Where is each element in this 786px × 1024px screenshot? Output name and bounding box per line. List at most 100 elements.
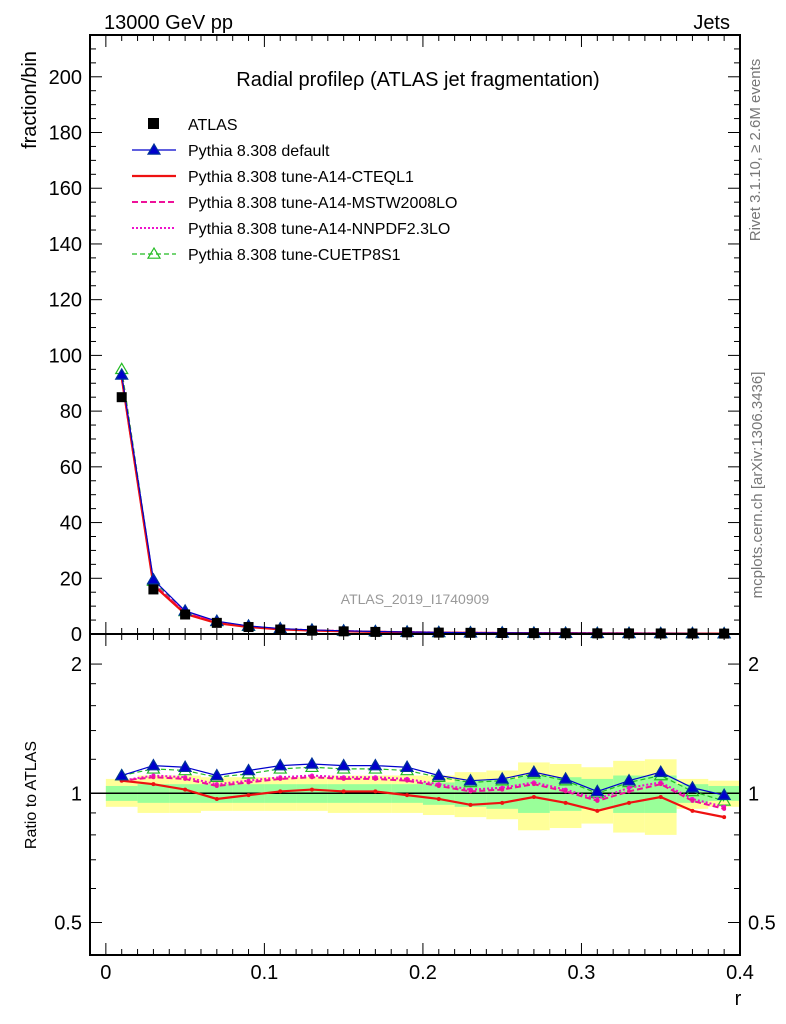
ratio-point-mstw <box>183 776 188 781</box>
ratio-point-mstw <box>531 782 536 787</box>
ratio-point-cteql1 <box>436 796 441 801</box>
y-tick-label: 0 <box>71 624 82 646</box>
ratio-point-cteql1 <box>405 793 410 798</box>
ratio-point-cteql1 <box>563 800 568 805</box>
ratio-point-mstw <box>627 789 632 794</box>
ratio-point-cteql1 <box>151 782 156 787</box>
ratio-marker-default <box>717 787 732 800</box>
data-point-atlas <box>180 609 191 620</box>
ratio-marker-default <box>304 756 320 769</box>
ratio-point-mstw <box>468 789 473 794</box>
data-point-atlas <box>148 584 159 595</box>
ratio-marker-default <box>273 758 288 771</box>
x-tick-label: 0.4 <box>726 962 754 984</box>
ratio-point-cteql1 <box>468 802 473 807</box>
ratio-point-mstw <box>690 798 695 803</box>
ratio-point-cteql1 <box>595 808 600 813</box>
ratio-marker-default <box>526 764 541 777</box>
ratio-point-cteql1 <box>722 815 727 820</box>
ratio-point-cteql1 <box>341 789 346 794</box>
data-point-atlas <box>116 392 127 403</box>
y-tick-label: 80 <box>60 401 82 423</box>
watermark-label: ATLAS_2019_I1740909 <box>341 591 490 607</box>
legend-label-cteql1: Pythia 8.308 tune-A14-CTEQL1 <box>188 169 414 186</box>
header-left: 13000 GeV pp <box>104 12 233 34</box>
x-tick-label: 0.2 <box>409 962 437 984</box>
ratio-point-mstw <box>436 783 441 788</box>
ratio-point-cteql1 <box>627 800 632 805</box>
ratio-point-cteql1 <box>246 793 251 798</box>
mcplots-label: mcplots.cern.ch [arXiv:1306.3436] <box>749 372 766 599</box>
legend-label-cuetp8s1: Pythia 8.308 tune-CUETP8S1 <box>188 247 401 264</box>
ratio-marker-default <box>114 768 129 781</box>
y-tick-label: 120 <box>49 290 82 312</box>
marker-default <box>146 572 161 585</box>
header-right: Jets <box>693 12 730 34</box>
x-tick-label: 0 <box>100 962 111 984</box>
ratio-point-cteql1 <box>309 787 314 792</box>
y-tick-label: 140 <box>49 234 82 256</box>
ratio-point-cteql1 <box>658 795 663 800</box>
ratio-marker-default <box>178 760 193 773</box>
y-tick-label: 60 <box>60 457 82 479</box>
legend-label-mstw: Pythia 8.308 tune-A14-MSTW2008LO <box>188 195 457 212</box>
ratio-marker-default <box>400 760 415 773</box>
ratio-y-tick-label-right: 0.5 <box>748 912 776 934</box>
ratio-y-tick-label: 0.5 <box>54 912 82 934</box>
ratio-point-mstw <box>151 775 156 780</box>
ratio-marker-default <box>558 771 573 784</box>
legend-item-cuetp8s1: Pythia 8.308 tune-CUETP8S1 <box>132 246 401 264</box>
ratio-marker-default <box>463 773 478 786</box>
ratio-point-mstw <box>722 806 727 811</box>
ratio-marker-default <box>368 758 383 771</box>
ratio-marker-default <box>495 771 510 784</box>
y-tick-label: 200 <box>49 67 82 89</box>
ratio-point-cteql1 <box>183 787 188 792</box>
ratio-marker-default <box>241 763 256 776</box>
legend-marker-default <box>146 142 162 155</box>
y-tick-label: 40 <box>60 513 82 535</box>
y-tick-label: 100 <box>49 345 82 367</box>
ratio-point-mstw <box>341 776 346 781</box>
ratio-line-mstw <box>121 776 725 810</box>
legend-swatch-atlas <box>148 118 159 129</box>
ratio-point-cteql1 <box>531 795 536 800</box>
legend-item-atlas: ATLAS <box>148 117 238 134</box>
rivet-label: Rivet 3.1.10, ≥ 2.6M events <box>747 59 764 242</box>
ratio-ylabel: Ratio to ATLAS <box>23 741 40 849</box>
ratio-y-tick-label-right: 1 <box>748 783 759 805</box>
data-point-atlas <box>243 622 254 633</box>
legend-item-cteql1: Pythia 8.308 tune-A14-CTEQL1 <box>132 169 414 186</box>
ratio-point-mstw <box>595 798 600 803</box>
ratio-point-cteql1 <box>690 808 695 813</box>
legend-item-nnpdf: Pythia 8.308 tune-A14-NNPDF2.3LO <box>132 221 450 238</box>
legend-marker-cuetp8s1 <box>146 246 162 259</box>
ratio-y-tick-label: 1 <box>71 783 82 805</box>
ratio-y-tick-label-right: 2 <box>748 654 759 676</box>
ratio-marker-default <box>336 758 351 771</box>
legend-item-mstw: Pythia 8.308 tune-A14-MSTW2008LO <box>132 195 457 212</box>
ratio-marker-default <box>685 780 700 793</box>
ratio-marker-default <box>653 764 668 777</box>
ratio-marker-default <box>621 773 637 786</box>
ratio-point-cteql1 <box>373 789 378 794</box>
ratio-marker-default <box>209 768 224 781</box>
ratio-marker-default <box>146 758 161 771</box>
ratio-point-mstw <box>214 783 219 788</box>
ratio-point-mstw <box>500 787 505 792</box>
y-tick-label: 160 <box>49 178 82 200</box>
ratio-frame <box>89 633 741 956</box>
ratio-point-nnpdf <box>627 785 632 790</box>
y-tick-label: 20 <box>60 568 82 590</box>
ratio-point-cteql1 <box>214 796 219 801</box>
ratio-line-nnpdf <box>121 774 725 808</box>
data-point-atlas <box>211 617 222 628</box>
ratio-marker-default <box>431 768 446 781</box>
x-axis-label: r <box>735 988 742 1010</box>
x-tick-label: 0.3 <box>568 962 596 984</box>
ratio-point-cteql1 <box>500 800 505 805</box>
x-tick-label: 0.1 <box>250 962 278 984</box>
ratio-point-mstw <box>563 789 568 794</box>
ratio-point-cteql1 <box>278 789 283 794</box>
